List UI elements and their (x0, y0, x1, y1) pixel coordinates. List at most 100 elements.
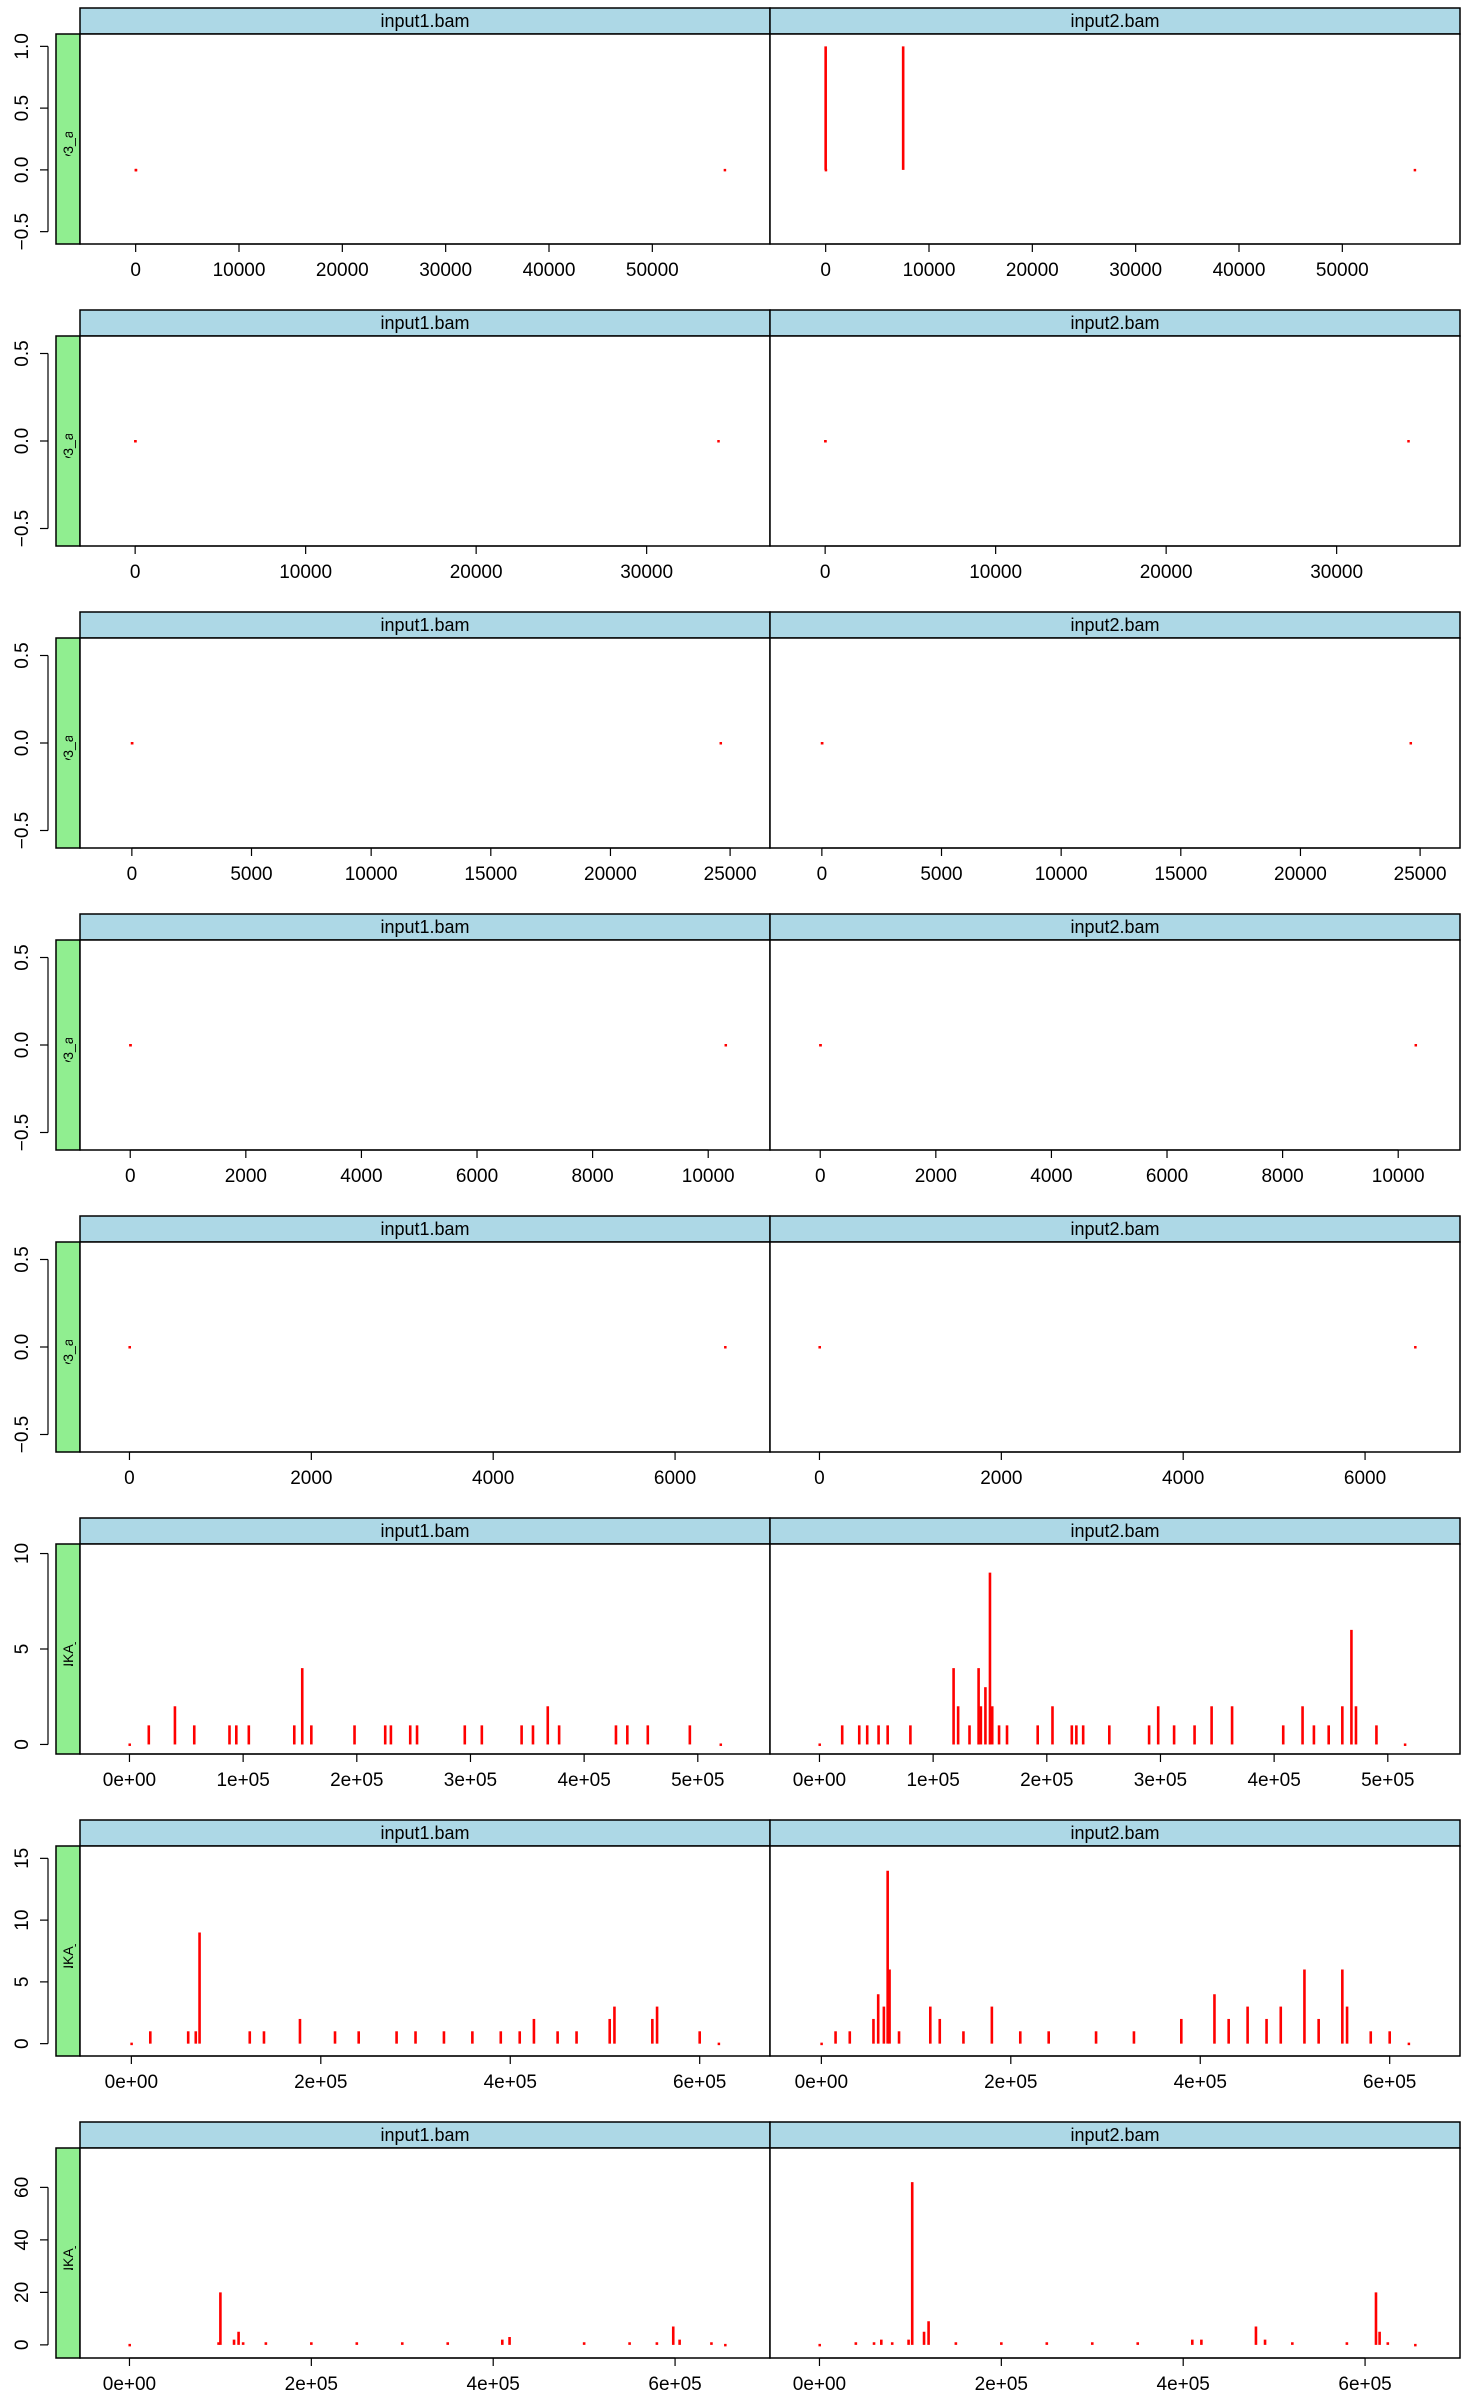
x-axis: 0e+00 1e+05 2e+05 3e+05 4e+05 5e+05 (793, 1753, 1414, 1791)
signal-point (824, 168, 828, 172)
panel-strip (79, 7, 771, 35)
panel-title: input2.bam (1070, 313, 1159, 333)
x-axis: 0e+00 2e+05 4e+05 6e+05 (795, 2055, 1416, 2093)
x-axis: 0 5000 10000 15000 20000 25000 (817, 847, 1447, 885)
y-axis: −0.5 0.0 0.5 (12, 642, 49, 850)
y-tick-label: −0.5 (12, 812, 33, 850)
x-tick-label: 8000 (571, 1166, 613, 1187)
x-tick-label: 6000 (1344, 1468, 1386, 1489)
y-axis: 0 20 40 60 (12, 2177, 49, 2350)
signal-point (134, 168, 138, 172)
signal-point (717, 440, 720, 443)
panel-title: input1.bam (380, 615, 469, 635)
y-tick-label: 0.5 (12, 642, 33, 668)
plot-area (79, 2147, 771, 2359)
y-tick-label: 5 (12, 1977, 33, 1988)
panel-title: input2.bam (1070, 1521, 1159, 1541)
signal-point (128, 1346, 131, 1349)
x-axis: 0e+00 2e+05 4e+05 6e+05 (793, 2357, 1392, 2395)
x-tick-label: 40000 (523, 260, 576, 281)
row-label-strip (55, 1543, 81, 1755)
signal-point (724, 2343, 727, 2347)
signal-point (1407, 440, 1410, 443)
x-tick-label: 2000 (290, 1468, 332, 1489)
plot-area (769, 2147, 1461, 2359)
x-tick-label: 10000 (903, 260, 956, 281)
signal-point (824, 440, 827, 443)
plot-area (769, 33, 1461, 245)
signal-point (819, 1044, 822, 1047)
panel-input2-bam: input2.bam 0 10000 20000 30000 (769, 309, 1461, 583)
x-tick-label: 40000 (1213, 260, 1266, 281)
panel-title: input2.bam (1070, 615, 1159, 635)
signal-point (818, 1346, 821, 1349)
x-tick-label: 15000 (464, 864, 517, 885)
row-label: ANKA_00_v3_archived_conti (60, 954, 76, 1136)
panel-input1-bam: input1.bam 0 10000 20000 30000 (79, 309, 771, 583)
x-tick-label: 10000 (345, 864, 398, 885)
panel-input2-bam: input2.bam 0 10000 20000 30000 40000 50000 (769, 7, 1461, 281)
row-label-strip (55, 33, 81, 245)
x-axis: 0e+00 1e+05 2e+05 3e+05 4e+05 5e+05 (103, 1753, 724, 1791)
x-tick-label: 0 (130, 260, 141, 281)
x-tick-label: 0e+00 (793, 1770, 846, 1791)
x-tick-label: 0 (815, 1166, 826, 1187)
x-tick-label: 20000 (1274, 864, 1327, 885)
panel-input1-bam: input1.bam 0 10000 20000 30000 40000 50000 (79, 7, 771, 281)
x-tick-label: 2e+05 (975, 2374, 1028, 2395)
x-tick-label: 50000 (1316, 260, 1369, 281)
y-tick-label: 0.5 (12, 340, 33, 366)
signal-point (723, 168, 727, 172)
y-tick-label: 10 (12, 1543, 33, 1564)
panel-strip (769, 1215, 1461, 1243)
signal-point (1413, 168, 1417, 172)
panel-title: input1.bam (380, 917, 469, 937)
y-axis: −0.5 0.0 0.5 (12, 340, 49, 547)
panel-strip (79, 913, 771, 941)
x-tick-label: 0e+00 (793, 2374, 846, 2395)
x-tick-label: 30000 (620, 562, 673, 583)
x-tick-label: 0 (820, 562, 831, 583)
x-tick-label: 10000 (1372, 1166, 1425, 1187)
plot-area (769, 1241, 1461, 1453)
y-tick-label: 40 (12, 2229, 33, 2250)
y-tick-label: 0.5 (12, 944, 33, 970)
x-tick-label: 6000 (1146, 1166, 1188, 1187)
panel-strip (769, 913, 1461, 941)
signal-point (724, 1044, 728, 1047)
row-label-strip (55, 335, 81, 547)
plot-area (769, 939, 1461, 1151)
x-tick-label: 20000 (1140, 562, 1193, 583)
signal-point (1409, 742, 1413, 745)
panel-title: input1.bam (380, 11, 469, 31)
y-tick-label: 20 (12, 2282, 33, 2303)
x-tick-label: 0e+00 (105, 2072, 158, 2093)
signal-point (130, 2042, 133, 2046)
signal-point (1403, 1743, 1407, 1746)
signal-point (129, 1044, 132, 1047)
x-tick-label: 2e+05 (984, 2072, 1037, 2093)
x-tick-label: 5000 (230, 864, 272, 885)
x-tick-label: 30000 (1109, 260, 1162, 281)
row-label: ANKA_00_v3_archived_conti (60, 652, 76, 834)
x-tick-label: 30000 (1310, 562, 1363, 583)
signal-point (818, 1743, 821, 1746)
panel-title: input1.bam (380, 1521, 469, 1541)
chart-row-5: ANKA_00_v3_archived_conti −0.5 0.0 0.5 input… (12, 1215, 1461, 1489)
x-tick-label: 50000 (626, 260, 679, 281)
x-tick-label: 4e+05 (1247, 1770, 1300, 1791)
y-tick-label: 1.0 (12, 33, 33, 59)
x-tick-label: 2e+05 (294, 2072, 347, 2093)
y-tick-label: −0.5 (12, 1416, 33, 1454)
plot-area (79, 637, 771, 849)
signal-point (130, 742, 134, 745)
chart-row-3: ANKA_00_v3_archived_conti −0.5 0.0 0.5 input… (12, 611, 1461, 885)
x-tick-label: 0 (127, 864, 138, 885)
panel-input2-bam: input2.bam 0 2000 4000 6000 8000 10000 (769, 913, 1461, 1187)
x-axis: 0 10000 20000 30000 (130, 545, 673, 583)
panel-input2-bam: input2.bam 0e+00 2e+05 4e+05 6e+05 (769, 2121, 1461, 2395)
x-tick-label: 20000 (1006, 260, 1059, 281)
x-axis: 0 10000 20000 30000 40000 50000 (130, 243, 679, 281)
y-axis: 0 5 10 (12, 1543, 49, 1750)
panel-title: input1.bam (380, 1219, 469, 1239)
